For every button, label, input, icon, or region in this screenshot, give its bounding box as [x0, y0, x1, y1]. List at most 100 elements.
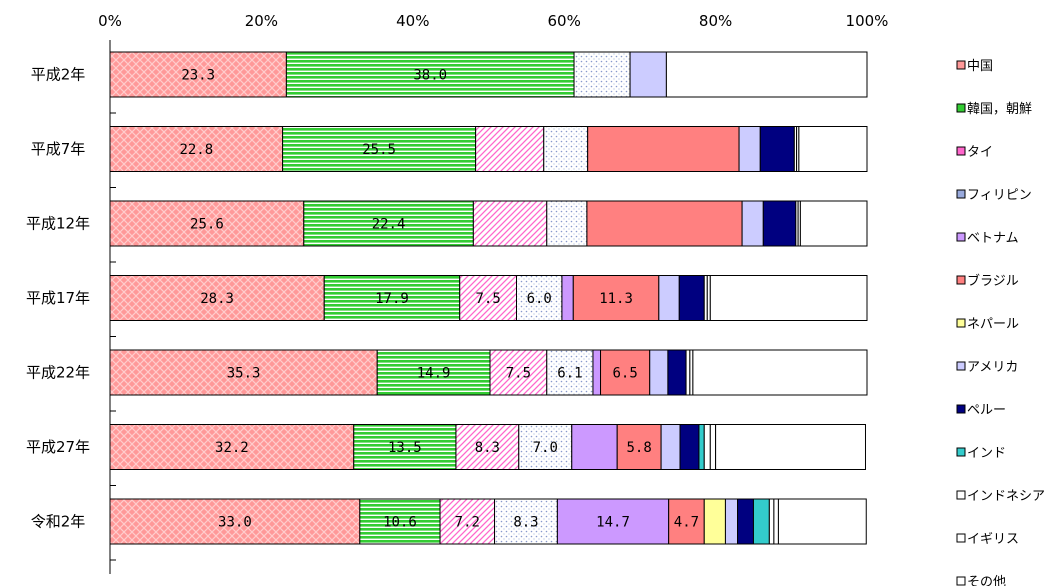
bar-segment [768, 498, 775, 545]
bar-segment [592, 349, 602, 396]
legend-label: ベトナム [967, 231, 1019, 246]
legend-swatch [956, 103, 966, 113]
data-label: 25.5 [362, 142, 396, 158]
data-label: 38.0 [413, 68, 447, 84]
legend-label: その他 [967, 575, 1006, 586]
bar-segment [777, 498, 867, 545]
x-tick-label: 20% [245, 12, 278, 30]
legend-swatch [956, 232, 966, 242]
legend-swatch [956, 189, 966, 199]
bar-segment [109, 275, 325, 321]
legend-label: アメリカ [967, 360, 1018, 375]
x-tick-label: 0% [98, 12, 122, 30]
data-label: 33.0 [218, 515, 252, 531]
data-labels: 23.3 38.0 22.8 25.5 25.6 22.4 28.3 17.9 7.5 6.0 11… [179, 68, 699, 531]
category-label: 平成7年 [31, 140, 86, 158]
bar-segment [709, 424, 717, 470]
data-label: 7.0 [533, 440, 558, 456]
bar-segment [472, 200, 548, 247]
bar-segment [323, 275, 461, 321]
legend-label: 韓国，朝鮮 [967, 102, 1032, 117]
data-label: 25.6 [190, 217, 224, 233]
data-label: 23.3 [181, 68, 215, 84]
legend-swatch [956, 60, 966, 70]
legend: 中国韓国，朝鮮タイフィリピンベトナムブラジルネパールアメリカペルーインドインドネ… [956, 59, 1045, 586]
bar-segment [698, 424, 705, 470]
bar-segment [703, 424, 711, 470]
legend-swatch [956, 447, 966, 457]
legend-label: タイ [967, 145, 993, 160]
bar-segment [587, 126, 740, 172]
data-label: 11.3 [599, 291, 633, 307]
bar-segment [546, 200, 588, 247]
bar-segment [741, 200, 764, 247]
bar-segment [494, 498, 558, 545]
data-label: 22.8 [179, 142, 213, 158]
data-label: 8.3 [513, 515, 538, 531]
category-label: 平成2年 [31, 66, 86, 84]
data-label: 8.3 [475, 440, 500, 456]
bar-segment [709, 275, 868, 321]
legend-swatch [956, 146, 966, 156]
bar-segment [359, 498, 441, 545]
bar-segment [109, 498, 361, 545]
bar-segment [798, 126, 868, 172]
bar-segment [703, 498, 726, 545]
bar-segment [489, 349, 548, 396]
bar-segment [546, 349, 594, 396]
data-label: 28.3 [200, 291, 234, 307]
bar-segment [285, 51, 575, 98]
bar-segment [109, 349, 378, 396]
bar-segment [571, 424, 618, 470]
bar-segment [586, 200, 743, 247]
bars [109, 40, 868, 574]
legend-swatch [956, 361, 966, 371]
bar-segment [724, 498, 739, 545]
legend-swatch [956, 275, 966, 285]
bar-segment [799, 200, 868, 247]
category-label: 平成17年 [26, 289, 90, 307]
bar-segment [616, 424, 662, 470]
data-label: 6.5 [612, 366, 637, 382]
bar-segment [738, 126, 761, 172]
x-tick-label: 80% [699, 12, 732, 30]
bar-segment [516, 275, 563, 321]
legend-swatch [956, 490, 966, 500]
x-tick-label: 40% [396, 12, 429, 30]
bar-segment [109, 51, 287, 98]
data-label: 7.2 [455, 515, 480, 531]
bar-segment [773, 498, 779, 545]
bar-segment [561, 275, 574, 321]
bar-segment [109, 200, 305, 247]
bar-segment [678, 275, 705, 321]
legend-swatch [956, 318, 966, 328]
data-label: 22.4 [372, 217, 406, 233]
data-label: 6.1 [557, 366, 582, 382]
category-label: 令和2年 [31, 513, 86, 531]
bar-segment [759, 126, 795, 172]
bar-segment [475, 126, 545, 172]
bar-segment [660, 424, 681, 470]
data-label: 14.7 [596, 515, 630, 531]
data-label: 4.7 [674, 515, 699, 531]
data-label: 6.0 [527, 291, 552, 307]
bar-segment [692, 349, 868, 396]
bar-segment [600, 349, 651, 396]
data-label: 5.8 [626, 440, 651, 456]
data-label: 13.5 [388, 440, 422, 456]
legend-label: イギリス [967, 532, 1019, 547]
bar-segment [685, 349, 691, 396]
data-label: 7.5 [506, 366, 531, 382]
data-label: 7.5 [475, 291, 500, 307]
bar-segment [543, 126, 589, 172]
legend-label: インドネシア [967, 489, 1045, 504]
bar-segment [715, 424, 866, 470]
bar-segment [752, 498, 770, 545]
legend-label: フィリピン [967, 188, 1032, 203]
bar-segment [629, 51, 667, 98]
bar-segment [109, 424, 355, 470]
bar-segment [376, 349, 491, 396]
bar-segment [737, 498, 754, 545]
legend-swatch [956, 576, 966, 586]
